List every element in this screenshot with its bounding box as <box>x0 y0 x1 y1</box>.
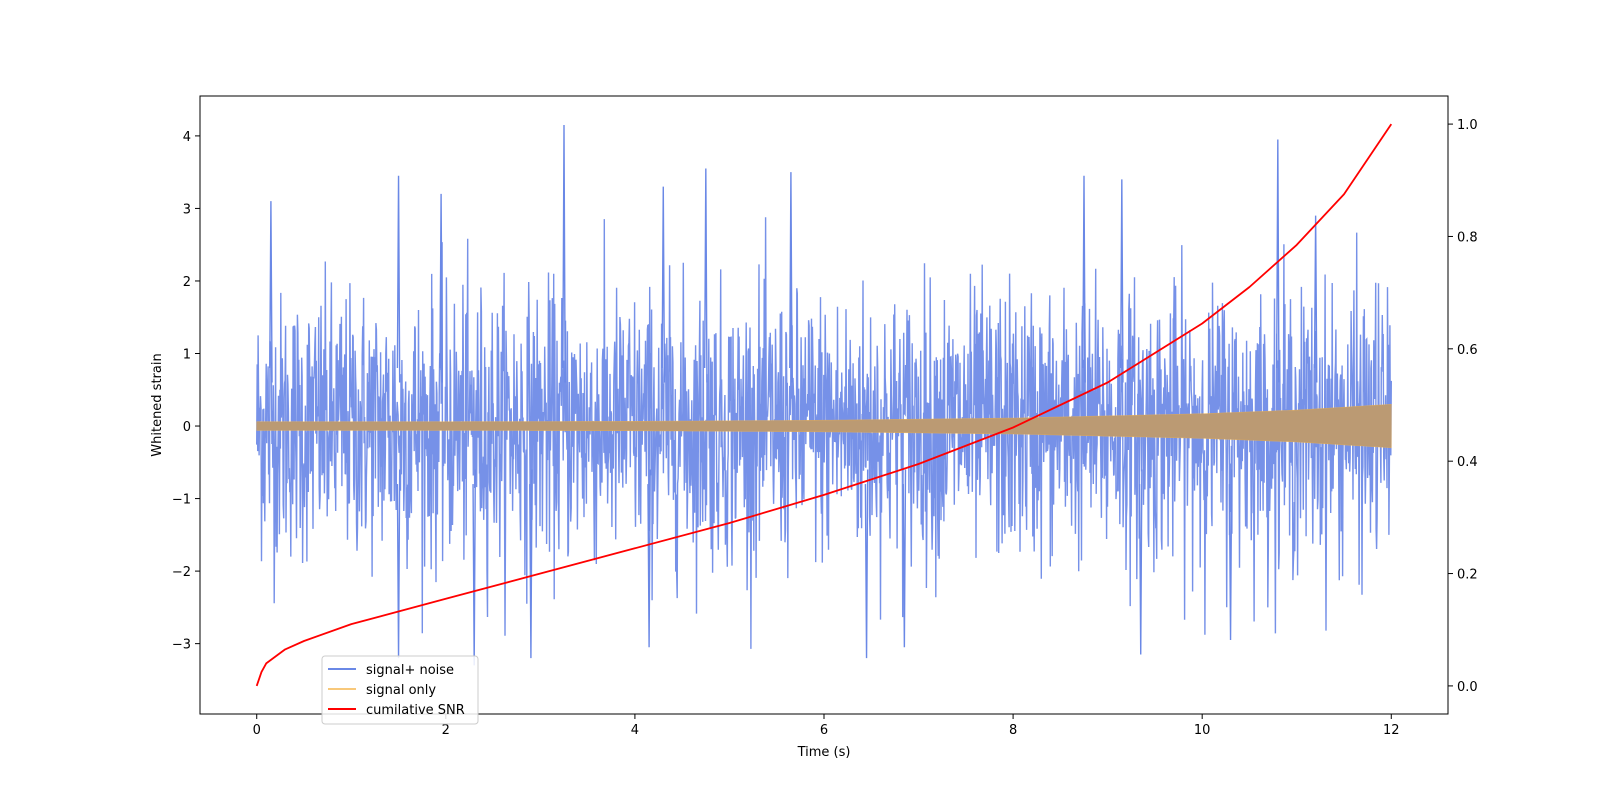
y-tick-label: 4 <box>183 130 191 145</box>
signal-noise-peak-7 <box>1082 175 1086 383</box>
signal-noise-trough-7 <box>1228 469 1233 641</box>
y2-tick-label: 0.4 <box>1457 455 1478 470</box>
y2-tick-label: 0.0 <box>1457 680 1478 695</box>
y-tick-label: −3 <box>172 638 191 653</box>
y-tick-label: 3 <box>183 202 191 217</box>
signal-noise-peak-0 <box>269 201 273 383</box>
x-axis: 0 2 4 6 8 10 12 <box>253 714 1400 738</box>
signal-noise-peak-4 <box>661 186 666 383</box>
signal-noise-line <box>256 217 1392 649</box>
legend-label-signal-noise: signal+ noise <box>366 663 454 678</box>
y-tick-label: −2 <box>172 565 191 580</box>
signal-noise-peak-1 <box>396 175 401 383</box>
y-axis-right: 0.0 0.2 0.4 0.6 0.8 1.0 <box>1448 118 1478 695</box>
x-axis-label: Time (s) <box>797 745 851 760</box>
y-tick-label: −1 <box>172 493 191 508</box>
signal-noise-trough-6 <box>1138 469 1143 655</box>
y2-tick-label: 1.0 <box>1457 118 1478 133</box>
signal-noise-peak-3 <box>562 125 566 383</box>
y-tick-label: 2 <box>183 275 191 290</box>
x-tick-label: 8 <box>1009 723 1017 738</box>
x-tick-label: 12 <box>1383 723 1400 738</box>
legend-label-cumulative-snr: cumilative SNR <box>366 703 465 718</box>
y-axis-left: −3 −2 −1 0 1 2 3 4 <box>172 130 200 653</box>
legend-label-signal-only: signal only <box>366 683 436 698</box>
signal-noise-peak-9 <box>1275 139 1280 383</box>
cumulative-snr-line <box>255 123 1393 687</box>
legend-box <box>321 655 479 725</box>
plot-area <box>255 123 1393 687</box>
x-tick-label: 4 <box>631 723 639 738</box>
y2-tick-label: 0.6 <box>1457 343 1478 358</box>
signal-noise-peak-10 <box>1313 215 1318 383</box>
y-tick-label: 1 <box>183 348 191 363</box>
y2-tick-label: 0.2 <box>1457 568 1478 583</box>
x-tick-label: 0 <box>253 723 261 738</box>
y2-tick-label: 0.8 <box>1457 230 1478 245</box>
x-tick-label: 10 <box>1194 723 1211 738</box>
signal-noise-peak-6 <box>789 172 793 383</box>
y-axis-label: Whitened strain <box>150 353 165 456</box>
signal-noise-peak-2 <box>439 193 443 383</box>
signal-noise-peak-8 <box>1119 179 1124 383</box>
signal-only-band <box>256 403 1392 449</box>
y-tick-label: 0 <box>183 420 191 435</box>
legend: signal+ noise signal only cumilative SNR <box>321 655 479 725</box>
signal-noise-peak-5 <box>703 168 708 383</box>
x-tick-label: 2 <box>442 723 450 738</box>
x-tick-label: 6 <box>820 723 828 738</box>
